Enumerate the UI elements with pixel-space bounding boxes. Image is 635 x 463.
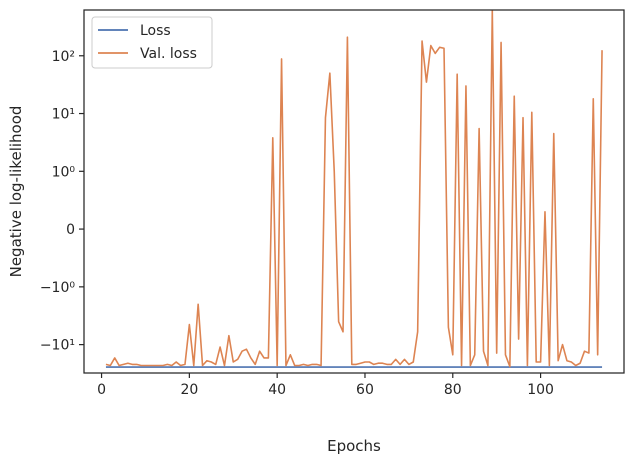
x-tick-label: 60 xyxy=(356,382,374,398)
x-tick-label: 80 xyxy=(444,382,462,398)
x-axis: 0 20 40 60 80 100 xyxy=(97,373,554,398)
x-tick-label: 20 xyxy=(180,382,198,398)
y-tick-label: 0 xyxy=(66,222,75,238)
legend-entry-label: Val. loss xyxy=(140,46,197,62)
y-tick-label: 10¹ xyxy=(52,107,75,123)
x-tick-label: 0 xyxy=(97,382,106,398)
plot-frame xyxy=(83,9,625,374)
series-lines xyxy=(105,10,603,368)
x-axis-label: Epochs xyxy=(327,437,381,455)
series-line-2 xyxy=(105,10,603,368)
legend: Loss Val. loss xyxy=(91,16,213,69)
y-tick-label: −10¹ xyxy=(40,338,75,354)
x-tick-label: 100 xyxy=(527,382,554,398)
y-axis: 10² 10¹ 10⁰ 0 −10⁰ −10¹ xyxy=(40,49,84,354)
legend-entry-label: Loss xyxy=(140,23,171,39)
y-tick-label: −10⁰ xyxy=(40,280,76,296)
x-tick-label: 40 xyxy=(268,382,286,398)
y-tick-label: 10⁰ xyxy=(52,164,76,180)
y-tick-label: 10² xyxy=(52,49,75,65)
y-axis-label: Negative log-likelihood xyxy=(7,106,25,278)
